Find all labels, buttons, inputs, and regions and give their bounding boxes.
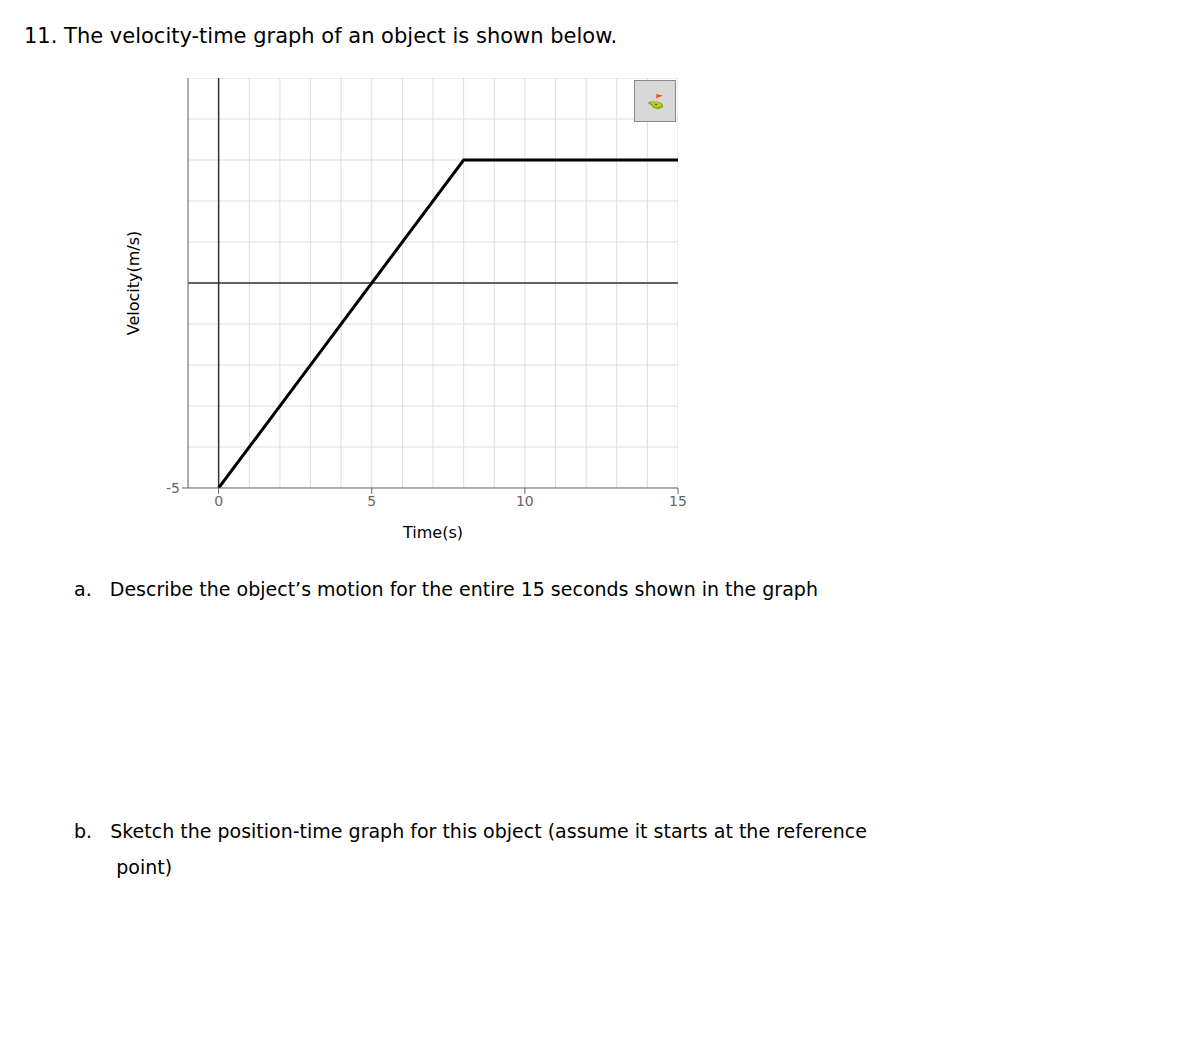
html-text:a. Describe the object’s motio: a. Describe the object’s motion for the … <box>74 578 818 600</box>
html-text:b. Sketch the position-time gr: b. Sketch the position-time graph for th… <box>74 820 867 842</box>
svg-text:15: 15 <box>669 493 687 509</box>
svg-text:10: 10 <box>516 493 534 509</box>
svg-text:-5: -5 <box>166 480 180 496</box>
html-text:point): point) <box>74 856 173 878</box>
html-text:11. The velocity-time graph of: 11. The velocity-time graph of an object… <box>24 24 618 48</box>
svg-text:Time(s): Time(s) <box>402 523 463 542</box>
svg-text:Velocity(m/s): Velocity(m/s) <box>124 231 143 336</box>
svg-text:5: 5 <box>367 493 376 509</box>
svg-text:0: 0 <box>214 493 223 509</box>
